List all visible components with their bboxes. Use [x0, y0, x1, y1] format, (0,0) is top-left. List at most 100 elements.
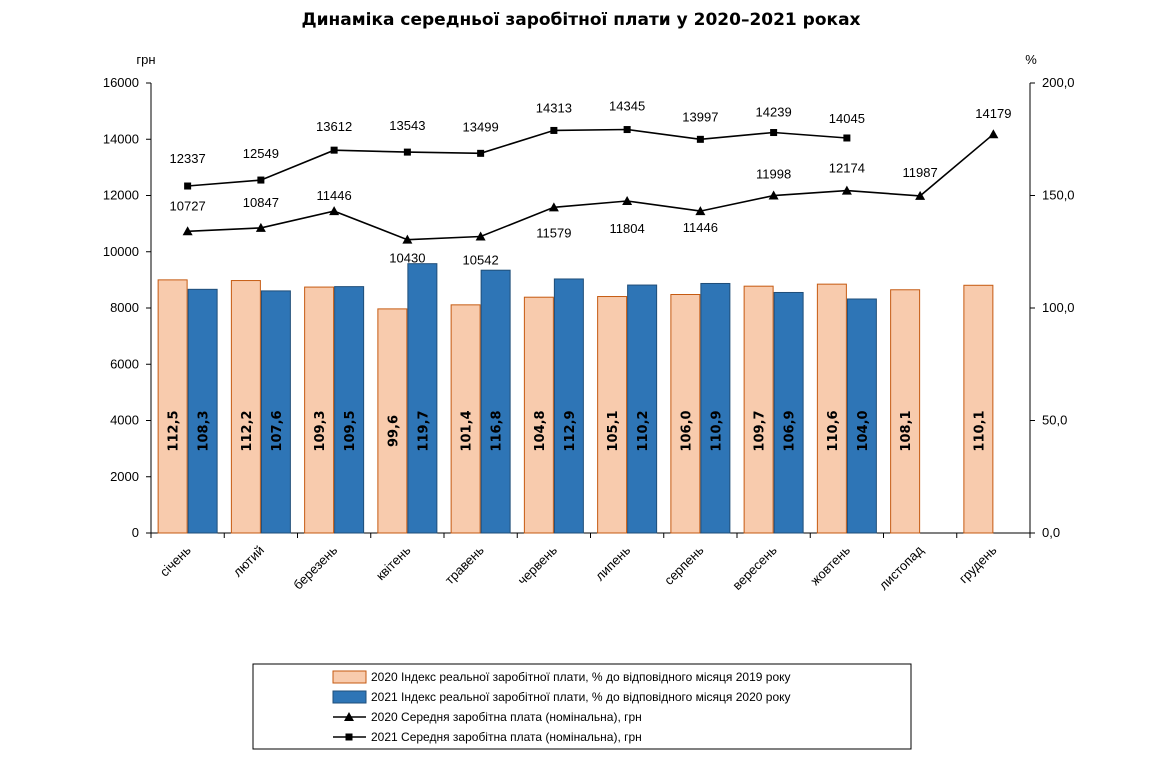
line-point-2020 [475, 231, 486, 241]
line-point-2020 [182, 226, 193, 236]
line-point-2021 [696, 135, 704, 143]
line-series [182, 126, 999, 244]
left-tick-label: 16000 [103, 75, 139, 90]
bar-2020 [450, 304, 481, 534]
bar-2021 [260, 290, 291, 534]
line-point-2020 [402, 234, 413, 244]
bar-value-label: 101,4 [460, 410, 475, 451]
bar-value-label: 109,7 [753, 410, 768, 451]
bar-value-label: 99,6 [386, 415, 401, 447]
line-point-2021 [330, 146, 338, 154]
bar-value-label: 108,3 [197, 410, 212, 451]
legend-swatch [332, 670, 367, 684]
left-tick-label: 14000 [103, 131, 139, 146]
line-value-label: 13997 [682, 109, 718, 124]
legend-label: 2021 Індекс реальної заробітної плати, %… [371, 690, 791, 704]
bar-value-label: 104,0 [856, 410, 871, 451]
bar-value-label: 110,9 [709, 410, 724, 451]
bar-2021 [480, 269, 511, 534]
left-tick-label: 2000 [110, 469, 139, 484]
line-point-2021 [403, 148, 411, 156]
bar-value-label: 107,6 [270, 410, 285, 451]
right-tick-label: 200,0 [1042, 75, 1075, 90]
line-point-2020 [622, 196, 633, 206]
chart-title: Динаміка середньої заробітної плати у 20… [301, 10, 860, 30]
bar-2020 [963, 284, 994, 534]
line-value-label: 14345 [609, 99, 645, 114]
line-point-2020 [548, 202, 559, 212]
line-value-label: 10727 [170, 198, 206, 213]
line-point-2021 [843, 134, 851, 142]
category-label: січень [157, 542, 194, 579]
line-point-2021 [550, 126, 558, 134]
bar-2020 [743, 285, 774, 534]
bar-value-label: 106,0 [679, 410, 694, 451]
bar-value-label: 119,7 [416, 410, 431, 451]
left-axis-unit: грн [136, 52, 155, 67]
line-2020 [187, 133, 994, 241]
line-value-label: 12337 [170, 151, 206, 166]
category-label: червень [515, 542, 561, 588]
category-label: листопад [876, 542, 927, 593]
category-label: лютий [230, 543, 267, 580]
bar-2020 [230, 280, 261, 534]
right-tick-label: 100,0 [1042, 300, 1075, 315]
bar-2021 [700, 282, 731, 534]
right-tick-label: 0,0 [1042, 525, 1060, 540]
bar-series [157, 263, 994, 534]
bar-2021 [846, 298, 877, 534]
line-value-label: 13499 [463, 119, 499, 134]
line-value-label: 13543 [389, 118, 425, 133]
bar-2021 [773, 291, 804, 534]
category-label: жовтень [807, 542, 853, 588]
line-value-label: 10430 [389, 251, 425, 266]
line-value-label: 12549 [243, 146, 279, 161]
bar-2020 [377, 308, 408, 534]
legend-label: 2020 Середня заробітна плата (номінальна… [371, 710, 642, 724]
bar-value-label: 104,8 [533, 410, 548, 451]
bar-value-label: 110,2 [636, 410, 651, 451]
line-point-2020 [988, 129, 999, 139]
right-tick-label: 50,0 [1042, 413, 1067, 428]
right-tick-label: 150,0 [1042, 188, 1075, 203]
line-point-2020 [329, 206, 340, 216]
bar-2021 [187, 288, 218, 534]
bar-value-label: 116,8 [490, 410, 505, 451]
bar-2021 [407, 263, 438, 534]
bar-value-label: 106,9 [783, 410, 798, 451]
bar-2021 [553, 278, 584, 534]
bar-2020 [304, 286, 335, 534]
bar-value-label: 109,3 [313, 410, 328, 451]
category-label: квітень [373, 542, 414, 583]
bar-2020 [816, 283, 847, 534]
bar-value-label: 112,9 [563, 410, 578, 451]
bar-value-label: 110,1 [972, 410, 987, 451]
line-value-label: 12174 [829, 161, 865, 176]
line-value-label: 14239 [756, 105, 792, 120]
bar-value-label: 112,5 [167, 410, 182, 451]
bar-2021 [334, 286, 365, 534]
line-point-2020 [768, 190, 779, 200]
line-value-label: 14179 [975, 106, 1011, 121]
line-value-label: 11446 [683, 220, 718, 235]
bar-value-label: 110,6 [826, 410, 841, 451]
line-value-label: 11987 [903, 165, 938, 180]
bar-value-label: 109,5 [343, 410, 358, 451]
legend: 2020 Індекс реальної заробітної плати, %… [252, 663, 912, 750]
legend-swatch [332, 690, 367, 704]
line-point-2020 [915, 190, 926, 200]
left-tick-label: 10000 [103, 244, 139, 259]
bar-2021 [627, 284, 658, 534]
category-label: грудень [956, 542, 1000, 586]
data-labels: 112,5 112,2 109,3 99,6 101,4 104,8 105,1 106,0 1… [167, 99, 1012, 452]
bar-2020 [523, 296, 554, 534]
legend-marker [344, 712, 354, 721]
right-axis-unit: % [1025, 52, 1037, 67]
legend-marker [345, 733, 353, 741]
category-label: липень [592, 542, 633, 583]
bar-2020 [670, 294, 701, 534]
bar-2020 [890, 289, 921, 534]
line-point-2021 [184, 182, 192, 190]
line-2021 [187, 128, 847, 187]
line-point-2021 [257, 176, 265, 184]
